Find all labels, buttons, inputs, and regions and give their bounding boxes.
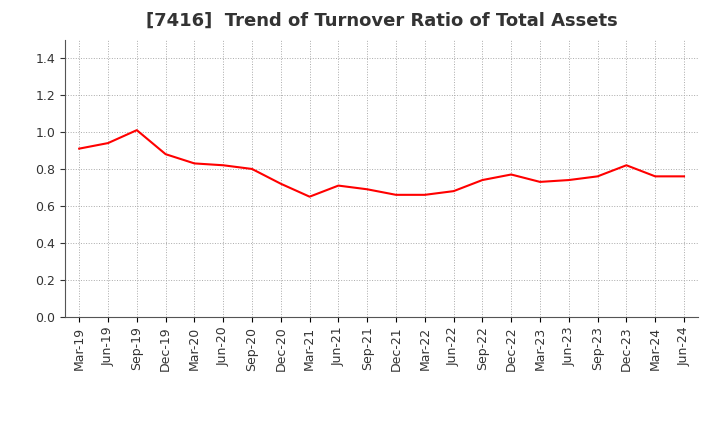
Title: [7416]  Trend of Turnover Ratio of Total Assets: [7416] Trend of Turnover Ratio of Total …	[145, 12, 618, 30]
